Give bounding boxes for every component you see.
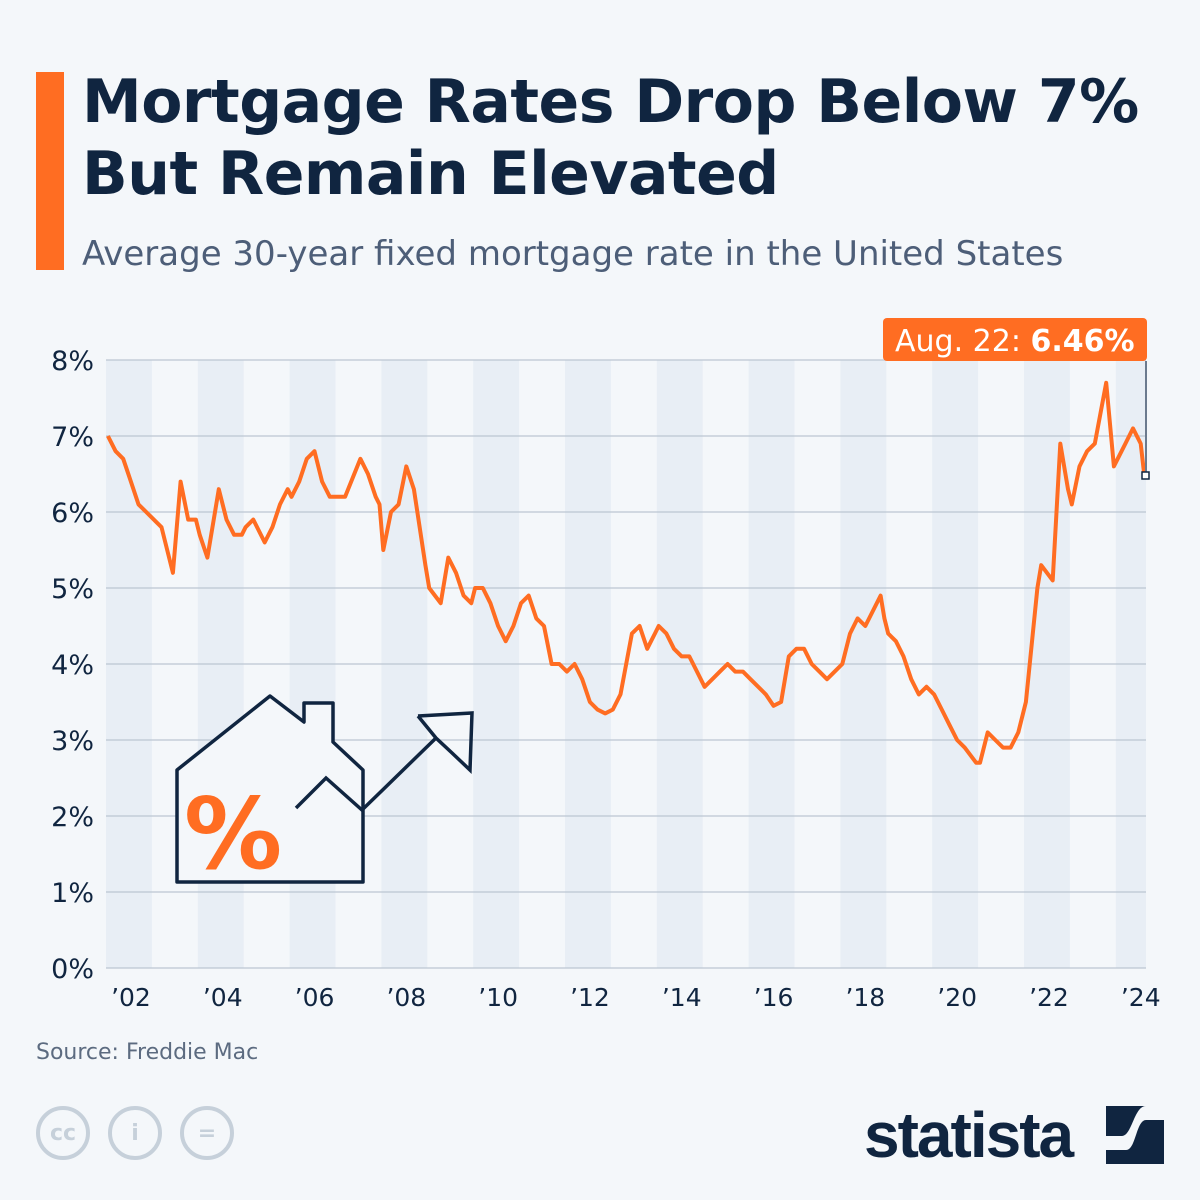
annotation-date: Aug. 22: [895, 324, 1030, 359]
y-tick-label: 3% [51, 726, 94, 757]
x-tick-label: ’08 [386, 983, 426, 1012]
svg-text:%: % [184, 778, 282, 892]
x-tick-label: ’04 [203, 983, 243, 1012]
x-tick-label: ’22 [1029, 983, 1069, 1012]
y-tick-label: 5% [51, 574, 94, 605]
cc-icon[interactable]: cc [36, 1106, 90, 1160]
x-tick-label: ’06 [295, 983, 335, 1012]
series-line [106, 380, 1147, 765]
statista-logo-mark [1106, 1106, 1164, 1164]
y-tick-label: 8% [51, 346, 94, 377]
x-tick-label: ’14 [662, 983, 702, 1012]
y-tick-label: 0% [51, 954, 94, 985]
x-tick-label: ’02 [111, 983, 151, 1012]
last-value-annotation: Aug. 22: 6.46% [883, 318, 1150, 480]
x-tick-label: ’16 [754, 983, 794, 1012]
title-line-1: Mortgage Rates Drop Below 7% [82, 67, 1139, 137]
x-tick-label: ’10 [478, 983, 518, 1012]
line-chart: % 0% 1% 2% 3% 4% 5% 6% 7% 8% ’02 ’04 ’06 ’08 ’10 ’12 ’1… [51, 318, 1161, 1012]
last-point-marker [1141, 471, 1150, 480]
x-tick-label: ’12 [570, 983, 610, 1012]
y-tick-label: 6% [51, 498, 94, 529]
statista-logo[interactable]: statista [864, 1099, 1074, 1171]
chart-subtitle: Average 30-year fixed mortgage rate in t… [82, 234, 1064, 274]
title-line-2: But Remain Elevated [82, 139, 779, 209]
source-note: Source: Freddie Mac [36, 1040, 259, 1065]
house-percent-icon: % [175, 694, 474, 892]
annotation-value: 6.46% [1030, 324, 1134, 359]
y-tick-label: 7% [51, 422, 94, 453]
x-tick-label: ’24 [1121, 983, 1161, 1012]
no-derivatives-icon[interactable]: = [180, 1106, 234, 1160]
x-tick-label: ’20 [937, 983, 977, 1012]
x-tick-label: ’18 [845, 983, 885, 1012]
attribution-icon[interactable]: i [108, 1106, 162, 1160]
y-tick-label: 4% [51, 650, 94, 681]
svg-text:Aug. 22: 6.46%: Aug. 22: 6.46% [895, 324, 1135, 359]
y-tick-label: 2% [51, 802, 94, 833]
chart-title: Mortgage Rates Drop Below 7% But Remain … [82, 66, 1139, 210]
y-tick-label: 1% [51, 878, 94, 909]
accent-bar [36, 72, 64, 270]
